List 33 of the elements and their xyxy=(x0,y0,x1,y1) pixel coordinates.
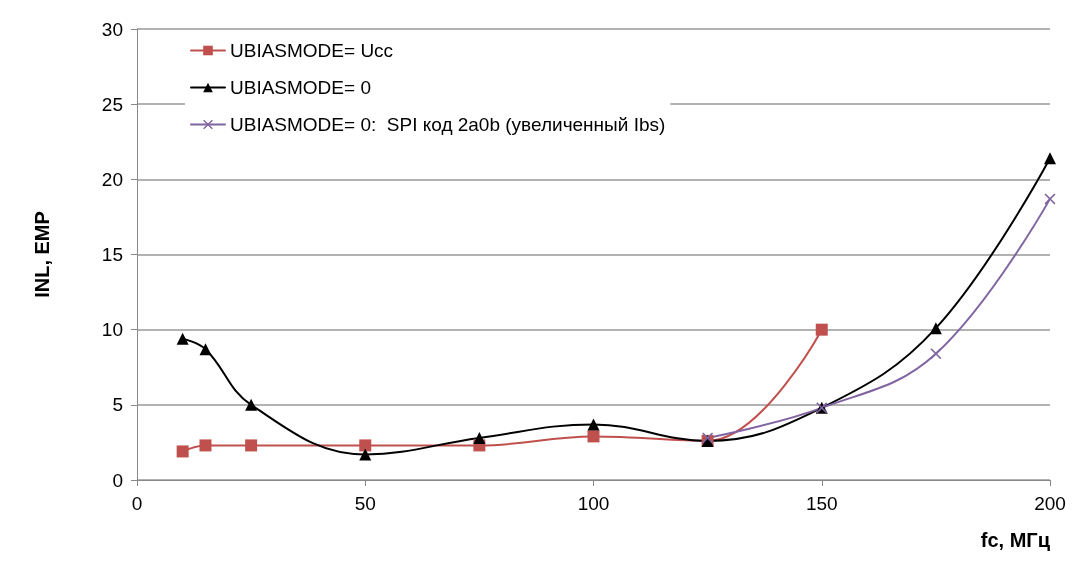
legend-label: UBIASMODE= Ucc xyxy=(230,40,394,61)
y-tick-label: 20 xyxy=(101,168,123,190)
point xyxy=(176,332,189,345)
point xyxy=(245,439,258,452)
x-axis-title: fc, МГц xyxy=(980,529,1051,551)
x-tick-label: 150 xyxy=(805,493,838,514)
y-tick-label: 0 xyxy=(112,469,123,491)
x-tick-label: 50 xyxy=(354,493,376,514)
point xyxy=(1044,193,1056,205)
point xyxy=(199,439,212,452)
point xyxy=(176,445,189,458)
y-tick-label: 25 xyxy=(101,93,123,115)
point xyxy=(199,343,212,356)
x-tick-label: 0 xyxy=(131,493,143,514)
point xyxy=(815,323,828,336)
y-axis-title: INL, ЕМР xyxy=(31,211,53,298)
point xyxy=(930,348,942,360)
point xyxy=(245,398,258,411)
y-tick-label: 5 xyxy=(112,394,123,416)
y-tick-label: 10 xyxy=(101,319,123,341)
point xyxy=(359,439,372,452)
legend-label: UBIASMODE= 0: SPI код 2a0b (увеличенный Ibs) xyxy=(230,114,666,135)
point xyxy=(473,431,486,444)
y-tick-label: 15 xyxy=(101,244,123,265)
point xyxy=(587,430,600,443)
point xyxy=(359,448,372,461)
x-tick-label: 100 xyxy=(577,493,610,514)
point xyxy=(929,322,942,335)
point xyxy=(587,418,600,431)
y-tick-label: 30 xyxy=(101,18,123,40)
x-tick-label: 200 xyxy=(1034,493,1066,514)
point xyxy=(1044,152,1056,165)
legend-label: UBIASMODE= 0 xyxy=(230,77,371,98)
